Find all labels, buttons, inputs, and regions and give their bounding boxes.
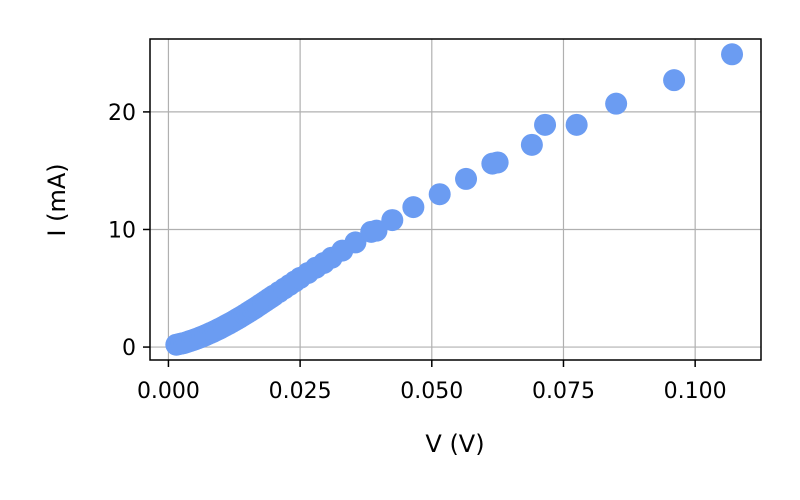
data-point [663, 69, 686, 92]
data-point [721, 43, 744, 66]
data-point [455, 167, 478, 190]
data-point [565, 113, 588, 136]
y-tick-label: 0 [122, 336, 136, 361]
plot-frame [149, 38, 762, 361]
x-tick-label: 0.075 [532, 379, 595, 404]
data-point [428, 183, 451, 206]
x-tick-label: 0.025 [269, 379, 332, 404]
x-axis-label: V (V) [425, 430, 484, 458]
data-point [381, 209, 404, 232]
y-axis-label: I (mA) [43, 163, 71, 236]
data-point [365, 219, 388, 242]
grid [150, 39, 761, 360]
x-tick-label: 0.050 [400, 379, 463, 404]
data-point [534, 113, 557, 136]
data-point [520, 133, 543, 156]
x-tick-label: 0.000 [137, 379, 200, 404]
data-points [165, 43, 744, 356]
y-tick-label: 10 [108, 218, 136, 243]
data-point [402, 196, 425, 219]
data-point [486, 151, 509, 174]
x-tick-label: 0.100 [664, 379, 727, 404]
axis-ticks: 0.000 0.025 0.050 0.075 0.100 0 10 20 [108, 101, 727, 404]
data-point [344, 231, 367, 254]
y-tick-label: 20 [108, 101, 136, 126]
data-point [605, 92, 628, 115]
